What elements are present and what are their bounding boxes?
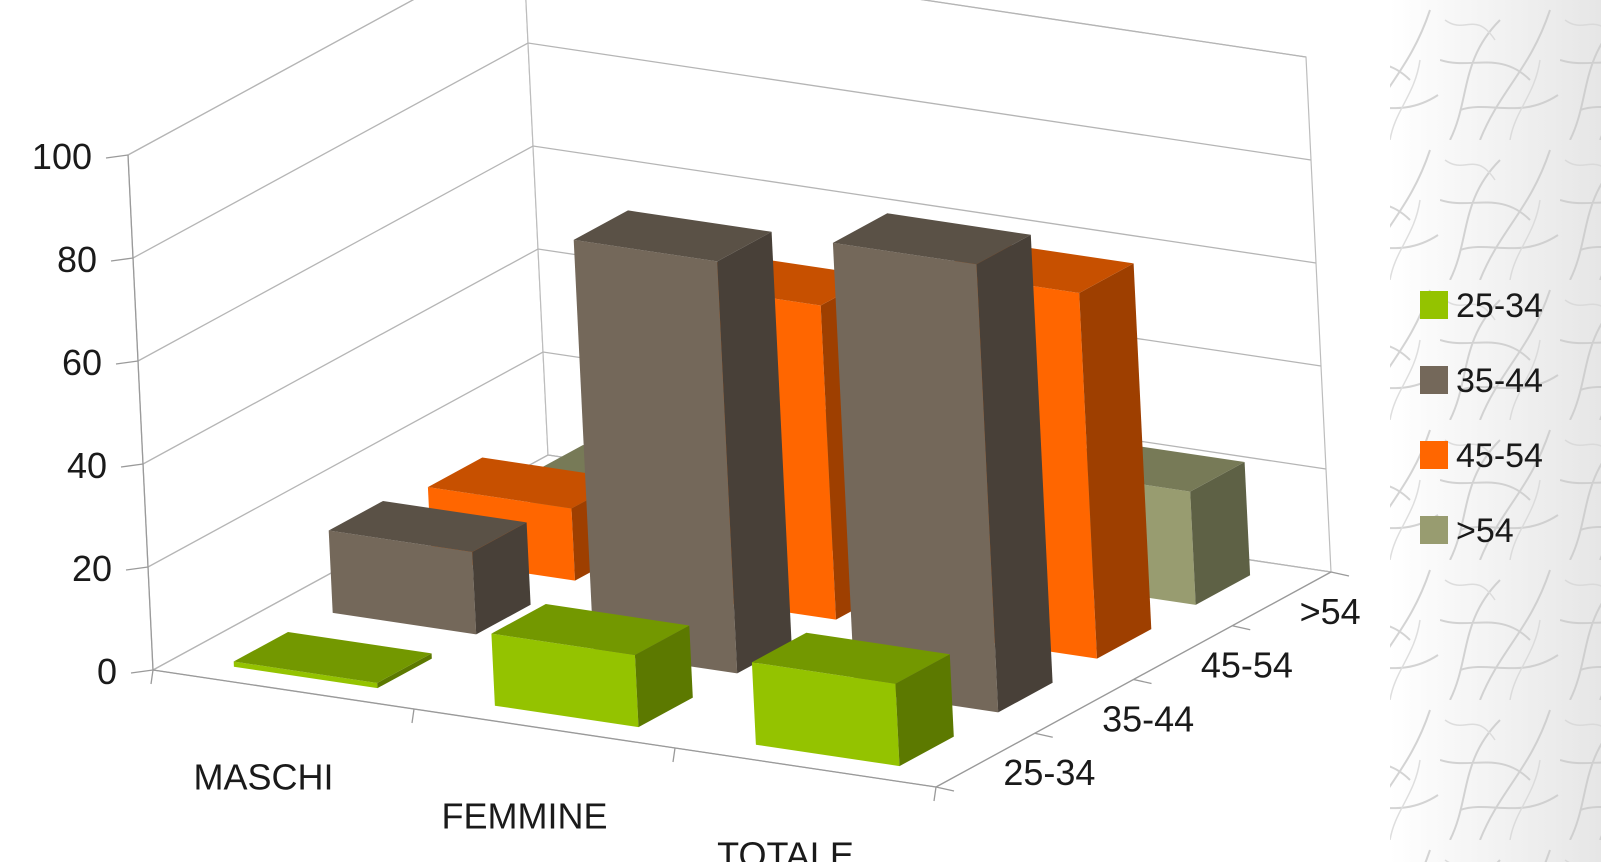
x-tick-mark xyxy=(411,708,415,724)
legend-swatch xyxy=(1420,366,1448,394)
bar-side-face xyxy=(472,522,531,635)
bar-side-face xyxy=(1079,263,1152,659)
legend-label: 45-54 xyxy=(1456,437,1543,475)
bar-side-face xyxy=(717,231,792,674)
bar-top-face xyxy=(573,210,772,262)
x-tick-mark xyxy=(933,786,937,802)
gridline xyxy=(127,0,1307,156)
depth-tick-mark xyxy=(1232,625,1251,631)
y-tick-label: 40 xyxy=(67,445,107,486)
depth-tick-mark xyxy=(1133,678,1152,685)
x-tick-mark xyxy=(672,747,676,763)
depth-tick-label: >54 xyxy=(1300,591,1361,632)
legend-label: >54 xyxy=(1456,512,1514,550)
bar-25-34-TOTALE xyxy=(751,632,954,767)
depth-tick-mark xyxy=(1034,732,1053,738)
gridline xyxy=(137,145,1317,362)
y-tick-label: 20 xyxy=(72,548,112,589)
bar-top-face xyxy=(427,457,626,509)
bar-front-face xyxy=(573,239,738,674)
bar-front-face xyxy=(233,661,378,689)
legend-swatch xyxy=(1420,291,1448,319)
y-tick-mark xyxy=(125,566,149,571)
bars xyxy=(233,210,1251,767)
legend-swatch xyxy=(1420,441,1448,469)
bar-front-face xyxy=(328,530,477,635)
bar-front-face xyxy=(832,242,999,713)
bar-25-34-FEMMINE xyxy=(491,604,693,728)
background-branches xyxy=(1390,0,1601,862)
axes xyxy=(105,154,1350,802)
legend-label: 25-34 xyxy=(1456,287,1543,325)
y-tick-mark xyxy=(110,257,134,262)
y-tick-mark xyxy=(120,463,144,468)
bar-35-44-MASCHI xyxy=(328,501,531,635)
depth-tick-mark xyxy=(935,786,955,792)
y-tick-label: 0 xyxy=(97,651,117,692)
depth-tick-label: 45-54 xyxy=(1201,645,1293,686)
gridline xyxy=(132,42,1312,259)
x-tick-label: MASCHI xyxy=(193,757,333,798)
y-tick-label: 60 xyxy=(62,342,102,383)
bar-side-face xyxy=(976,234,1053,713)
bar-35-44-TOTALE xyxy=(832,213,1053,713)
x-tick-mark xyxy=(150,669,154,685)
y-tick-label: 100 xyxy=(32,136,92,177)
x-axis-line xyxy=(152,669,937,788)
depth-tick-mark xyxy=(1330,571,1350,577)
bar-top-face xyxy=(751,632,950,684)
bar-side-face xyxy=(1190,462,1251,605)
bar-side-face xyxy=(377,653,432,689)
legend: 25-34 35-44 45-54 >54 xyxy=(1420,287,1543,550)
bar-top-face xyxy=(491,604,690,655)
bar-top-face xyxy=(832,213,1031,265)
y-tick-mark xyxy=(115,360,139,365)
bar-side-face xyxy=(895,654,954,767)
x-tick-label: FEMMINE xyxy=(442,796,608,837)
y-tick-mark xyxy=(130,669,154,674)
bar-25-34-MASCHI xyxy=(233,632,432,689)
y-axis-line xyxy=(127,154,154,671)
y-tick-label: 80 xyxy=(57,239,97,280)
bar-35-44-FEMMINE xyxy=(573,210,792,674)
depth-tick-label: 35-44 xyxy=(1102,698,1194,739)
bar-top-face xyxy=(233,632,432,683)
legend-swatch xyxy=(1420,516,1448,544)
y-tick-mark xyxy=(105,154,129,159)
bar-side-face xyxy=(635,625,693,728)
bar-front-face xyxy=(751,662,900,767)
bar-front-face xyxy=(491,633,639,728)
axis-labels: 0 20 40 60 80 100 MASCHI FEMMINE TOTALE 25-3435-4… xyxy=(32,136,1361,862)
x-tick-label: TOTALE xyxy=(717,835,854,862)
legend-label: 35-44 xyxy=(1456,362,1543,400)
depth-tick-label: 25-34 xyxy=(1003,752,1095,793)
bar-top-face xyxy=(328,501,527,552)
